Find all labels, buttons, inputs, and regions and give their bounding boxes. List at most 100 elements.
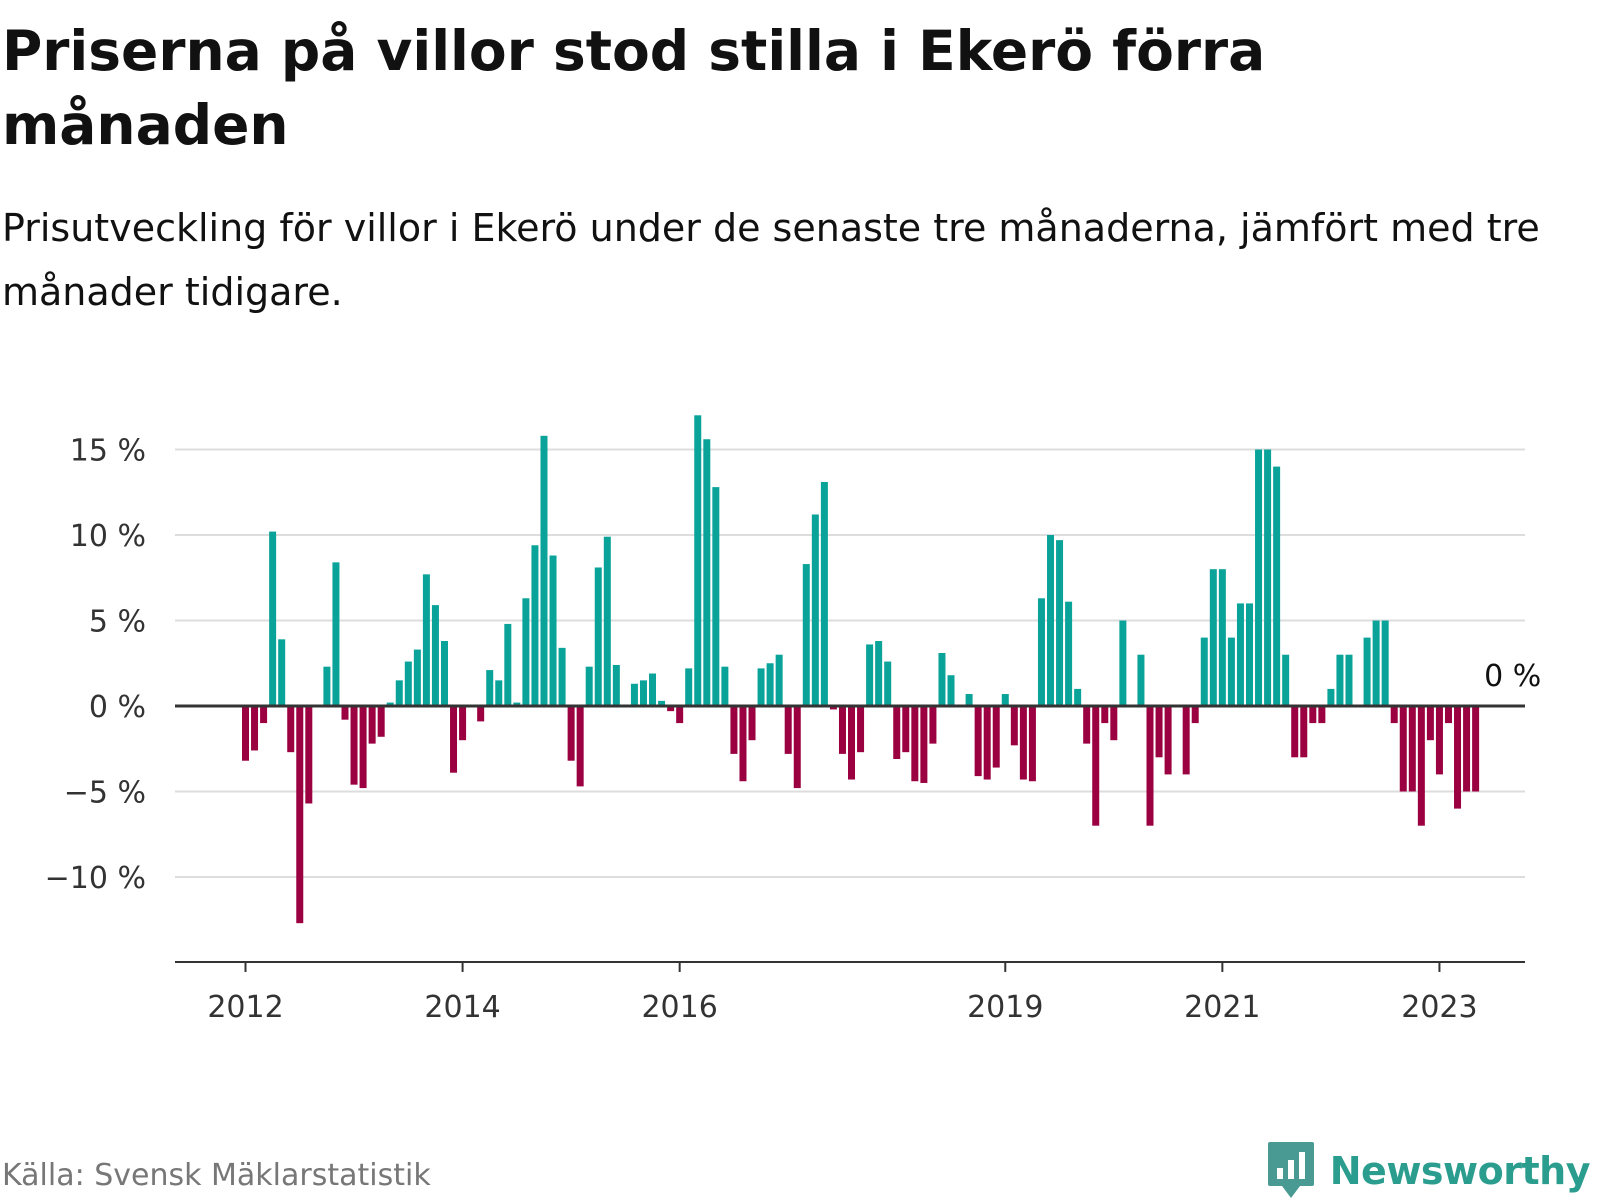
- bar: [1092, 706, 1100, 826]
- bar: [495, 680, 503, 706]
- bar: [269, 531, 277, 706]
- bar: [811, 514, 819, 706]
- newsworthy-logo-icon: [1267, 1142, 1314, 1198]
- bar: [323, 666, 331, 706]
- bar: [576, 706, 584, 787]
- bar: [413, 649, 421, 706]
- bar: [992, 706, 1000, 768]
- bar: [486, 670, 494, 706]
- bar: [1056, 540, 1064, 706]
- bar: [1363, 637, 1371, 706]
- y-axis-ticks: −10 % −5 % 0 % 5 % 10 % 15 %: [45, 434, 146, 897]
- bar: [540, 435, 548, 706]
- chart-subtitle: Prisutveckling för villor i Ekerö under …: [2, 206, 1540, 314]
- bar: [1255, 449, 1263, 706]
- bar: [1264, 449, 1272, 706]
- bar: [667, 706, 675, 712]
- bar: [1065, 601, 1073, 706]
- bar: [1245, 603, 1253, 706]
- bar: [1110, 706, 1118, 741]
- bar: [1236, 603, 1244, 706]
- bar: [422, 574, 430, 706]
- bar: [612, 664, 620, 706]
- bar: [1327, 688, 1335, 706]
- bar: [857, 706, 865, 753]
- bar: [775, 654, 783, 706]
- bar: [1399, 706, 1407, 792]
- bar: [902, 706, 910, 753]
- bar: [305, 706, 313, 804]
- x-tick-label: 2014: [424, 990, 500, 1025]
- bar: [359, 706, 367, 789]
- bar: [386, 702, 394, 706]
- bar: [522, 598, 530, 706]
- bar: [884, 661, 892, 706]
- bar: [1137, 654, 1145, 706]
- bar: [1417, 706, 1425, 826]
- bar: [431, 605, 439, 706]
- bar: [974, 706, 982, 777]
- grid-lines: [175, 448, 1525, 878]
- bar: [875, 641, 883, 706]
- y-tick-label: −10 %: [45, 861, 146, 896]
- bar: [1119, 620, 1127, 706]
- bar: [1001, 694, 1009, 706]
- bar: [513, 702, 521, 706]
- bar: [242, 706, 249, 761]
- bar: [676, 706, 684, 724]
- bar: [594, 567, 602, 706]
- bar: [1227, 637, 1235, 706]
- bar: [947, 675, 955, 706]
- x-tick-label: 2019: [967, 990, 1043, 1025]
- x-axis-ticks: 2012 2014 2016 2019 2021 2023: [207, 961, 1478, 1025]
- bar: [368, 706, 376, 744]
- bar: [1047, 535, 1055, 706]
- bar: [1155, 706, 1163, 758]
- bar: [848, 706, 856, 780]
- bar: [866, 644, 874, 706]
- bar: [965, 694, 973, 706]
- bar: [893, 706, 901, 760]
- bar: [1010, 706, 1018, 746]
- bar: [1191, 706, 1199, 724]
- bar: [1083, 706, 1091, 744]
- bar: [911, 706, 919, 782]
- bar-chart: −10 % −5 % 0 % 5 % 10 % 15 % 2012 2014 2016 2019…: [45, 415, 1541, 1025]
- y-tick-label: 15 %: [70, 434, 146, 469]
- bar: [1463, 706, 1471, 792]
- bar: [649, 673, 657, 706]
- bar: [1381, 620, 1389, 706]
- bar: [1454, 706, 1462, 809]
- brand-logo[interactable]: Newsworthy: [1266, 1140, 1591, 1202]
- bar: [1318, 706, 1326, 724]
- bar: [1037, 598, 1045, 706]
- bar: [1472, 706, 1480, 792]
- bar: [739, 706, 747, 782]
- bar: [251, 706, 259, 751]
- source-note: Källa: Svensk Mäklarstatistik: [2, 1158, 431, 1193]
- bar: [703, 439, 711, 706]
- x-tick-label: 2021: [1184, 990, 1260, 1025]
- bar: [630, 683, 638, 706]
- bar: [938, 652, 946, 706]
- bar: [639, 680, 647, 706]
- bar: [1291, 706, 1299, 758]
- bar: [1372, 620, 1380, 706]
- bar: [1218, 569, 1226, 706]
- y-tick-label: 5 %: [89, 605, 146, 640]
- bar: [1435, 706, 1443, 775]
- bar: [341, 706, 349, 720]
- x-tick-label: 2023: [1401, 990, 1477, 1025]
- bar: [1345, 654, 1353, 706]
- bar: [712, 487, 720, 706]
- bar: [1019, 706, 1027, 780]
- bar: [1282, 654, 1290, 706]
- bar: [730, 706, 738, 754]
- bar: [748, 706, 756, 741]
- bar: [757, 668, 765, 706]
- bar: [766, 663, 774, 706]
- bar: [278, 639, 286, 706]
- y-tick-label: −5 %: [64, 776, 146, 811]
- bar: [567, 706, 575, 761]
- bar: [549, 555, 557, 706]
